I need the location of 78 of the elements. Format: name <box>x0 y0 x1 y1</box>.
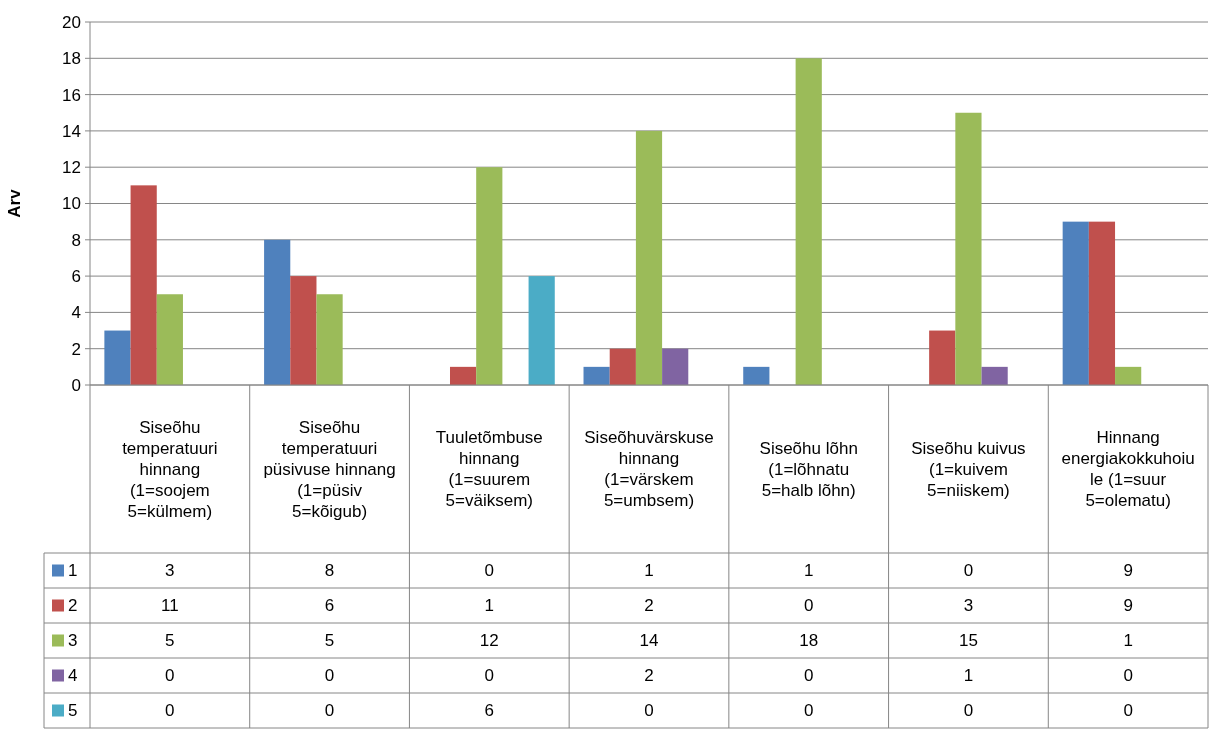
data-label: 3 <box>165 561 175 581</box>
y-tick-label: 4 <box>71 303 81 323</box>
data-label: 0 <box>165 666 175 686</box>
bar <box>316 294 343 385</box>
x-tick-label: Siseõhu temperatuuri püsivuse hinnang (1=püsiv 5=kõigub) <box>263 417 396 521</box>
bar <box>450 366 477 385</box>
data-label: 11 <box>161 596 179 616</box>
y-tick-label: 14 <box>62 121 81 141</box>
y-tick-label: 6 <box>71 267 81 287</box>
data-label: 12 <box>479 631 499 651</box>
data-label: 15 <box>958 631 978 651</box>
bar <box>795 58 822 385</box>
bar <box>264 239 291 385</box>
data-label: 0 <box>1123 666 1133 686</box>
data-label: 1 <box>803 561 814 581</box>
data-label: 0 <box>165 701 175 721</box>
data-label: 0 <box>963 561 974 581</box>
data-label: 6 <box>484 701 495 721</box>
data-label: 3 <box>963 596 974 616</box>
data-label: 0 <box>803 596 814 616</box>
bar <box>104 330 131 385</box>
x-tick-label: Siseõhu lõhn (1=lõhnatu 5=halb lõhn) <box>759 438 858 500</box>
x-tick-label: Siseõhu kuivus (1=kuivem 5=niiskem) <box>911 438 1026 500</box>
data-label: 1 <box>644 561 654 581</box>
data-label: 0 <box>963 701 974 721</box>
bar <box>981 366 1008 385</box>
bar <box>290 276 317 385</box>
bar <box>929 330 956 385</box>
data-label: 9 <box>1123 561 1133 581</box>
y-tick-label: 10 <box>62 194 81 214</box>
data-label: 9 <box>1123 596 1133 616</box>
data-label: 2 <box>644 666 654 686</box>
y-tick-label: 2 <box>71 339 81 359</box>
data-label: 18 <box>799 631 819 651</box>
x-tick-label: Siseõhuvärskuse hinnang (1=värskem 5=umbsem) <box>584 428 714 511</box>
bar <box>130 185 157 385</box>
legend-label: 5 <box>68 701 78 721</box>
bar <box>1115 366 1142 385</box>
bar <box>609 348 636 385</box>
data-label: 0 <box>803 666 814 686</box>
data-label: 0 <box>324 666 335 686</box>
y-tick-label: 12 <box>62 158 81 178</box>
bar <box>635 130 663 385</box>
data-label: 1 <box>1123 631 1133 651</box>
data-label: 1 <box>963 666 974 686</box>
legend-label: 3 <box>68 631 78 651</box>
y-tick-label: 16 <box>62 85 81 105</box>
bar <box>1088 221 1116 385</box>
data-label: 1 <box>484 596 495 616</box>
bar <box>955 112 982 385</box>
y-tick-label: 20 <box>62 12 81 32</box>
data-label: 0 <box>484 666 495 686</box>
data-label: 0 <box>803 701 814 721</box>
data-label: 0 <box>644 701 654 721</box>
data-label: 6 <box>324 596 335 616</box>
bar <box>528 276 555 385</box>
bar <box>743 366 770 385</box>
data-label: 0 <box>324 701 335 721</box>
y-tick-label: 18 <box>62 49 81 69</box>
data-label: 5 <box>165 631 175 651</box>
bar <box>1062 221 1089 385</box>
data-label: 0 <box>1123 701 1133 721</box>
x-tick-label: Tuuletõmbuse hinnang (1=suurem 5=väiksem) <box>435 428 543 511</box>
y-axis-title: Arv <box>5 188 24 218</box>
y-tick-label: 8 <box>71 230 81 250</box>
data-label: 5 <box>324 631 335 651</box>
data-label: 8 <box>324 561 335 581</box>
bar <box>476 167 503 385</box>
bar <box>583 366 610 385</box>
data-label: 14 <box>639 631 659 651</box>
y-tick-label: 0 <box>71 375 81 395</box>
x-tick-label: Hinnang energiakokkuhoiule (1=suur 5=olematu) <box>1061 428 1195 511</box>
data-label: 0 <box>484 561 495 581</box>
x-tick-label: Siseõhu temperatuuri hinnang (1=soojem 5=külmem) <box>122 417 218 521</box>
bar <box>662 348 689 385</box>
legend-label: 1 <box>68 561 78 581</box>
bar <box>156 294 183 385</box>
data-label: 2 <box>644 596 654 616</box>
